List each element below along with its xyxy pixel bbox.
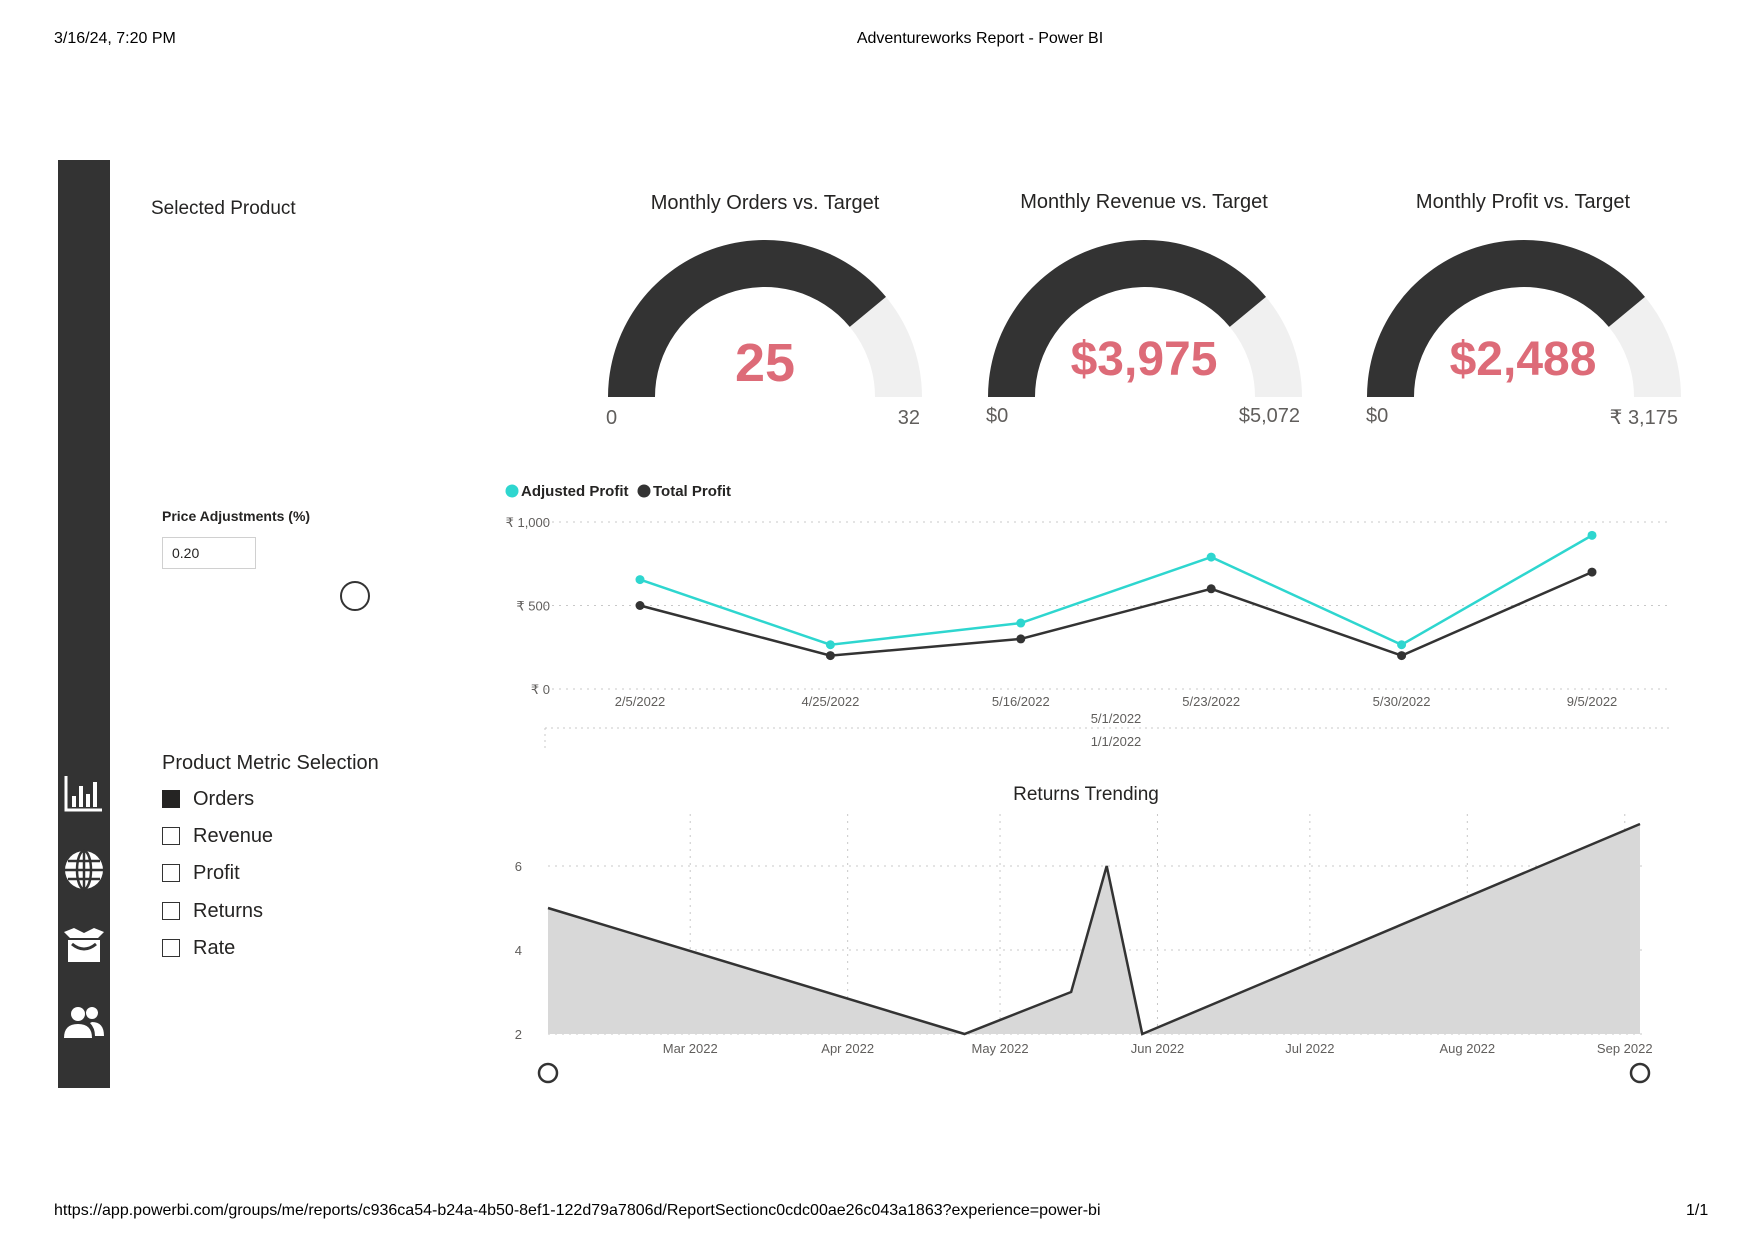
adjusted-profit-point[interactable] [1206,552,1216,562]
x-tick-label: 5/23/2022 [1182,694,1240,709]
adjusted-profit-line [639,534,1593,647]
print-page-number: 1/1 [1686,1202,1709,1219]
gauge-orders-title: Monthly Orders vs. Target [650,192,880,214]
x-tick-label: May 2022 [971,1041,1028,1056]
total-profit-point[interactable] [1206,584,1216,594]
legend-total-profit-swatch [637,484,651,498]
gauge-revenue-max: $5,072 [1238,405,1300,427]
total-profit-point[interactable] [825,651,835,661]
price-adjustment-label: Price Adjustments (%) [162,508,311,524]
total-profit-point[interactable] [1397,651,1407,661]
gauge-orders-min: 0 [606,407,618,429]
x-tick-label: Jun 2022 [1131,1041,1185,1056]
metric-option-label: Rate [193,936,236,959]
y-tick-label: ₹ 0 [531,682,550,697]
x-tick-label: 5/16/2022 [992,694,1050,709]
x-hierarchy-label-month: 5/1/2022 [1091,711,1142,726]
total-profit-point[interactable] [1016,634,1026,644]
gauge-profit-value: $2,488 [1449,333,1597,386]
metric-option-label: Orders [193,787,255,810]
legend-adjusted-profit-label: Adjusted Profit [521,483,629,500]
returns-area-line [547,822,1641,1036]
y-tick-label: 4 [515,943,522,958]
gauge-profit [1367,240,1681,397]
package-icon[interactable] [62,924,106,968]
metric-option-orders[interactable]: Orders [162,786,254,812]
metric-option-label: Profit [193,861,240,884]
gauge-profit-min: $0 [1366,405,1389,427]
gauge-profit-track [1608,296,1681,397]
gauge-profit-title: Monthly Profit vs. Target [1415,191,1631,213]
metric-option-profit[interactable]: Profit [162,860,240,886]
nav-rail [58,160,110,1088]
selected-product-title: Selected Product [151,198,296,219]
y-tick-label: 2 [515,1027,522,1042]
x-tick-label: Aug 2022 [1439,1041,1495,1056]
gauge-orders-track [849,296,922,397]
adjusted-profit-point[interactable] [1397,640,1407,650]
x-hierarchy-label-year: 1/1/2022 [1091,734,1142,749]
x-tick-label: 2/5/2022 [615,694,666,709]
metric-option-returns[interactable]: Returns [162,898,263,924]
x-tick-label: Mar 2022 [663,1041,718,1056]
legend-total-profit-label: Total Profit [653,483,731,500]
date-slider-start-handle[interactable] [537,1062,559,1084]
gauge-revenue-value: $3,975 [1070,333,1218,386]
gauge-orders-fill [608,240,886,397]
x-tick-label: Apr 2022 [821,1041,874,1056]
gauge-revenue-track [1229,296,1302,397]
print-url: https://app.powerbi.com/groups/me/report… [54,1202,1101,1219]
price-adjustment-slider-handle[interactable] [340,581,370,611]
price-adjustment-input[interactable]: 0.20 [162,537,256,569]
globe-icon[interactable] [62,848,106,892]
checkbox-returns[interactable] [162,902,180,920]
y-tick-label: ₹ 1,000 [506,515,550,530]
gauge-profit-max: ₹ 3,175 [1609,407,1678,429]
x-tick-label: 4/25/2022 [801,694,859,709]
print-title: Adventureworks Report - Power BI [856,30,1104,47]
adjusted-profit-point[interactable] [1016,618,1026,628]
gauge-revenue-title: Monthly Revenue vs. Target [1020,191,1268,213]
returns-area-fill [548,824,1640,1034]
print-datetime: 3/16/24, 7:20 PM [54,30,176,47]
returns-area-chart: 2 4 6 Mar 2022 Apr 2022 May 2022 Jun 2022 Jul … [515,814,1653,1084]
total-profit-line [639,570,1593,657]
y-tick-label: ₹ 500 [516,599,550,614]
legend-adjusted-profit-swatch [505,484,519,498]
returns-chart-title: Returns Trending [1013,784,1159,805]
y-tick-label: 6 [515,859,522,874]
total-profit-point[interactable] [1587,567,1597,577]
checkbox-orders[interactable] [162,790,180,808]
gauge-profit-fill [1367,240,1645,397]
gauge-orders-max: 32 [897,407,920,429]
gauge-revenue-min: $0 [986,405,1009,427]
adjusted-profit-point[interactable] [635,575,645,585]
gauge-revenue-fill [988,240,1266,397]
metric-option-label: Returns [193,899,264,922]
metric-option-label: Revenue [193,824,274,847]
users-icon[interactable] [62,1000,106,1044]
x-tick-label: 9/5/2022 [1567,694,1618,709]
total-profit-point[interactable] [635,601,645,610]
x-tick-label: 5/30/2022 [1373,694,1431,709]
gauge-revenue [988,240,1302,397]
profit-chart-legend: Adjusted Profit Total Profit [505,483,731,500]
gauge-orders-value: 25 [734,333,796,393]
metric-option-revenue[interactable]: Revenue [162,823,273,849]
metric-option-rate[interactable]: Rate [162,935,235,961]
gauge-orders [608,240,922,397]
adjusted-profit-point[interactable] [825,640,835,650]
checkbox-revenue[interactable] [162,827,180,845]
checkbox-rate[interactable] [162,939,180,957]
profit-line-chart: Adjusted Profit Total Profit ₹ 0 ₹ 500 ₹ 1… [505,483,1670,752]
date-slider-end-handle[interactable] [1629,1062,1651,1084]
x-tick-label: Jul 2022 [1285,1041,1334,1056]
bar-chart-icon[interactable] [62,772,106,816]
x-tick-label: Sep 2022 [1597,1041,1653,1056]
adjusted-profit-point[interactable] [1587,530,1597,540]
checkbox-profit[interactable] [162,864,180,882]
metric-selection-title: Product Metric Selection [162,752,379,774]
